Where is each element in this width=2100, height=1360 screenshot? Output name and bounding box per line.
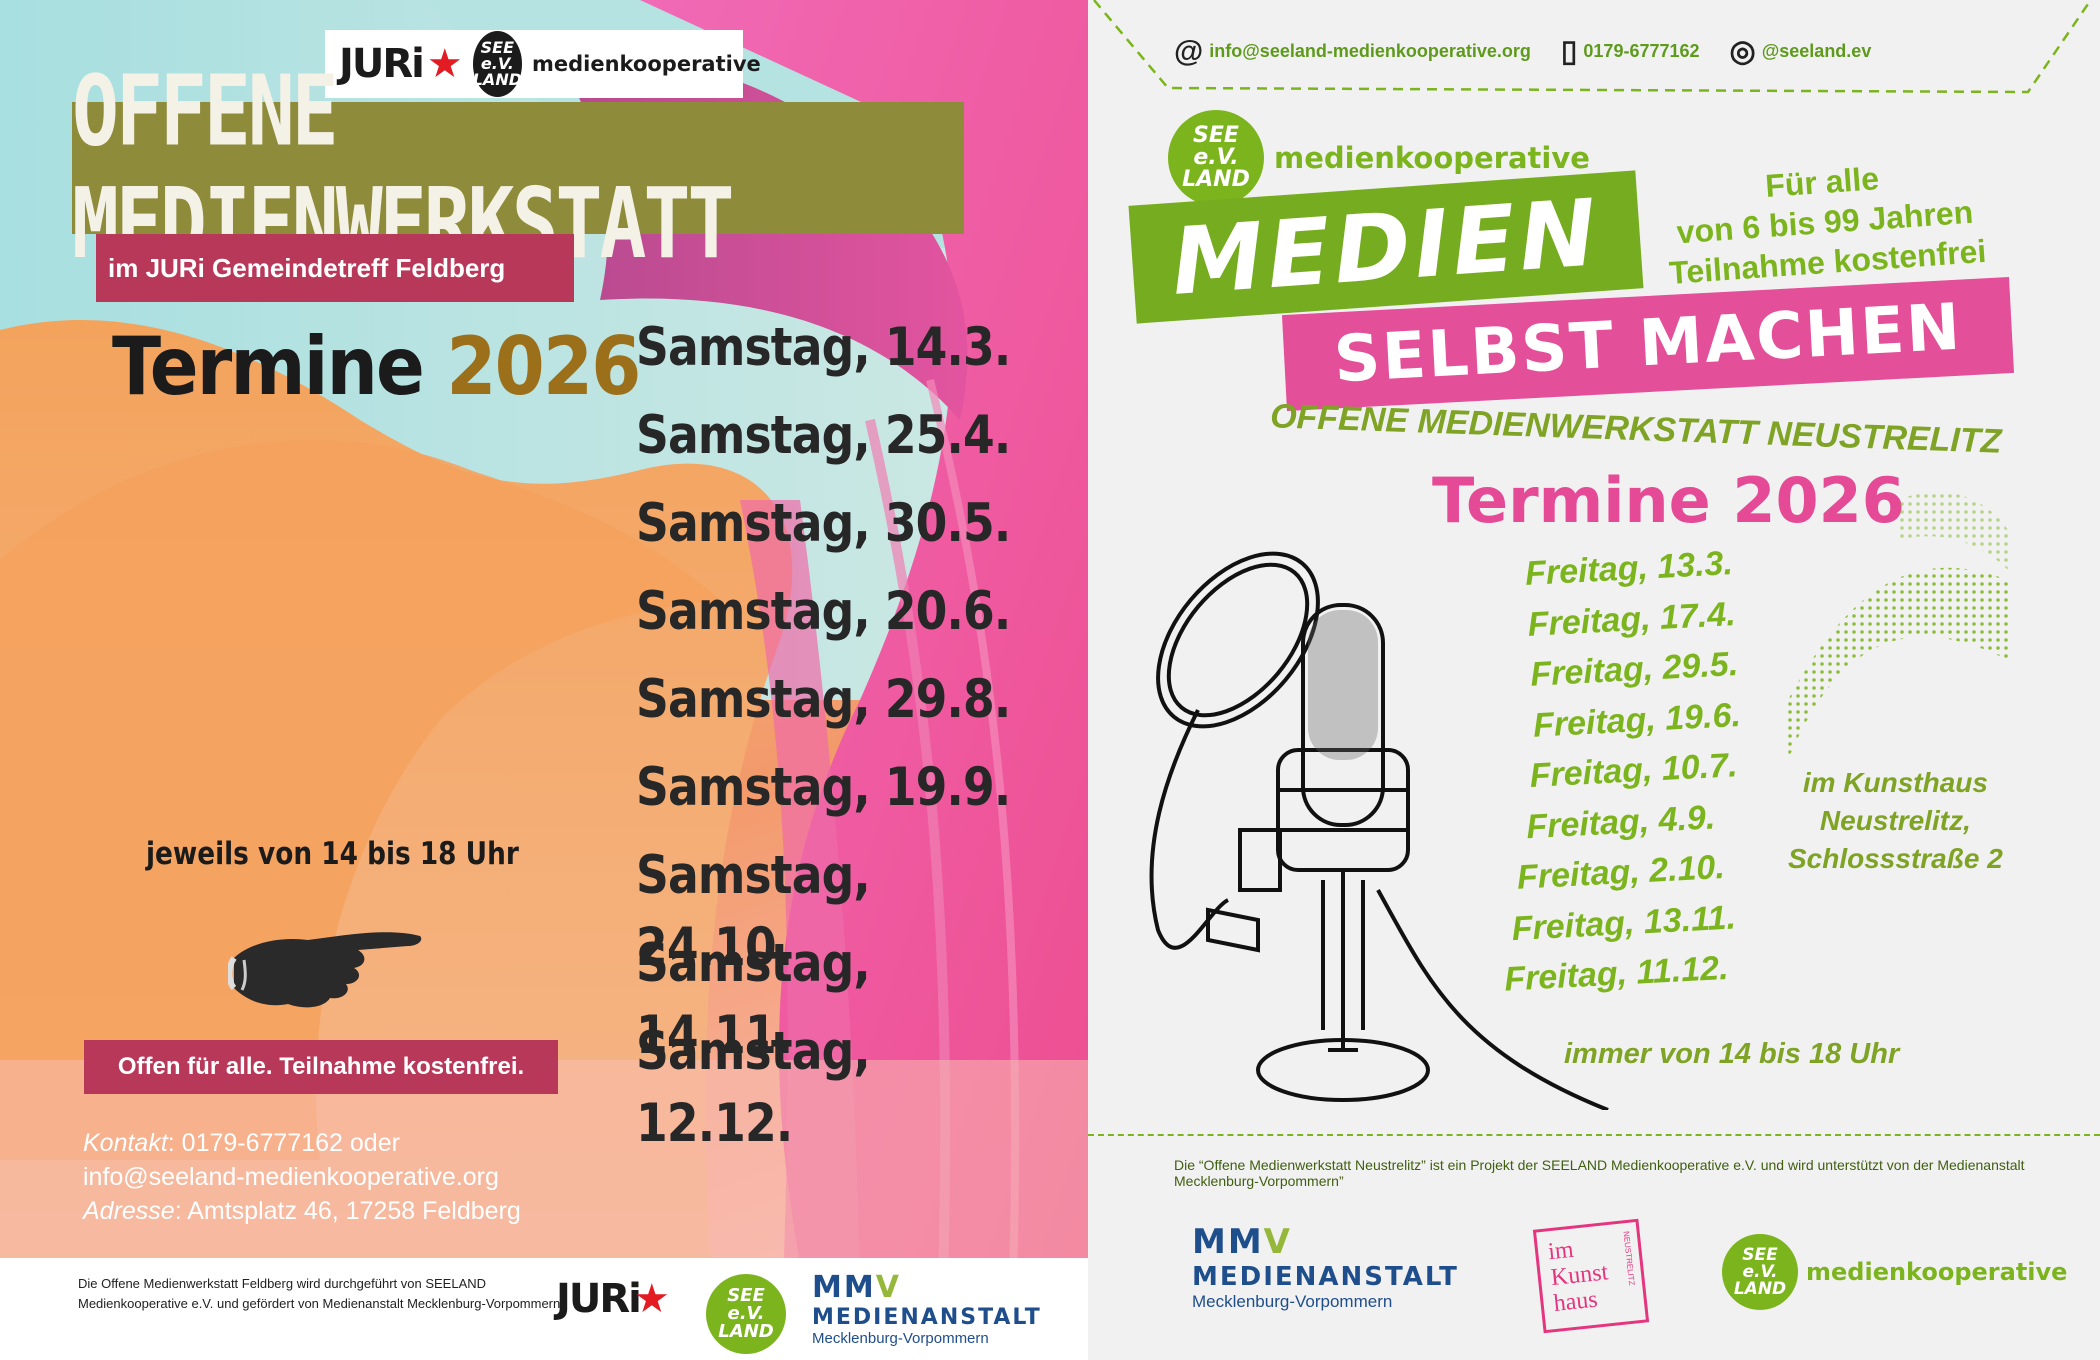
divider [1088,1134,2100,1136]
termine-year: 2026 [446,320,641,413]
juri-logo: JURi [339,41,425,87]
date-item: Samstag, 14.11. [636,933,871,1066]
at-icon: @ [1174,34,1204,68]
star-icon: ★ [633,1277,670,1321]
kunsthaus-side-label: NEUSTRELITZ [1621,1230,1637,1286]
mmv-v: V [875,1270,901,1305]
instagram-item: ◎ @seeland.ev [1730,34,1872,69]
audience-note: Für alle von 6 bis 99 Jahren Teilnahme k… [1662,151,1987,293]
footer-credit: Die Offene Medienwerkstatt Feldberg wird… [78,1276,561,1311]
mmv-logo: MMV MEDIENANSTALT Mecklenburg-Vorpommern [1192,1222,1459,1312]
medien-heading: MEDIEN [1168,178,1604,316]
date-list: Freitag, 13.3. Freitag, 17.4. Freitag, 2… [1428,538,1755,1008]
kunsthaus-logo: im Kunst haus NEUSTRELITZ [1532,1218,1650,1334]
address-value: : Amtsplatz 46, 17258 Feldberg [174,1197,521,1225]
date-item: Samstag, 19.9. [636,757,1011,818]
contact-label: Kontakt [83,1129,168,1157]
location-note: im Kunsthaus Neustrelitz, Schlossstraße … [1788,764,2003,878]
neustrelitz-poster: @ info@seeland-medienkooperative.org ▯ 0… [1088,0,2100,1360]
address-label: Adresse [83,1197,175,1225]
seeland-logo: SEE e.V. LAND [1168,110,1264,206]
mmv-region: Mecklenburg-Vorpommern [1192,1292,1393,1311]
seeland-logo: SEE e.V. LAND [706,1274,786,1354]
star-icon: ★ [426,42,463,86]
phone-icon: ▯ [1560,35,1578,68]
microphone-icon [1149,551,1609,1110]
medienkooperative-wordmark: medienkooperative [1806,1258,2068,1286]
seeland-footer-logo: SEE e.V. LAND [706,1274,786,1354]
poster-subtitle: im JURi Gemeindetreff Feldberg [108,252,506,283]
poster-subtitle: OFFENE MEDIENWERKSTATT NEUSTRELITZ [1269,397,2003,461]
mmv-logo: MMV MEDIENANSTALT Mecklenburg-Vorpommern [812,1270,1042,1347]
selbst-machen-heading: SELBST MACHEN [1332,290,1964,398]
date-item: Samstag, 12.12. [636,1021,871,1154]
open-note: Offen für alle. Teilnahme kostenfrei. [117,1053,525,1080]
subtitle-banner: im JURi Gemeindetreff Feldberg [96,234,574,302]
seeland-footer-logo: SEE e.V. LAND medienkooperative [1722,1234,2067,1310]
feldberg-poster: JURi ★ SEE e.V. LAND medienkooperative O… [0,0,1088,1360]
date-list: Samstag, 14.3. Samstag, 25.4. Samstag, 3… [636,312,1088,1154]
date-item: Samstag, 14.3. [636,317,1011,378]
location-line: Neustrelitz, [1819,805,1971,836]
termine-heading: Termine 2026 [112,320,641,413]
phone-text: 0179-6777162 [1583,41,1700,61]
instagram-text: @seeland.ev [1761,41,1872,61]
instagram-icon: ◎ [1729,35,1756,68]
date-item: Samstag, 29.8. [636,669,1011,730]
phone-item: ▯ 0179-6777162 [1561,34,1700,69]
seeland-logo: SEE e.V. LAND [472,31,522,97]
juri-footer-logo: JURi ★ [556,1276,670,1322]
date-item: Samstag, 20.6. [636,581,1011,642]
title-banner: OFFENE MEDIENWERKSTATT [72,56,964,281]
date-item: Samstag, 24.10. [636,845,871,978]
top-dashed-frame [1093,0,2090,94]
mmv-name: MEDIENANSTALT [812,1305,1042,1330]
date-item: Samstag, 30.5. [636,493,1011,554]
mmv-name: MEDIENANSTALT [1192,1262,1459,1292]
contact-phone: : 0179-6777162 oder [167,1129,400,1157]
seeland-logo: SEE e.V. LAND [1722,1234,1798,1310]
mmv-mm: MM [812,1270,876,1305]
email-text: info@seeland-medienkooperative.org [1209,41,1531,61]
pointing-hand-icon [228,932,422,1008]
contact-block: Kontakt: 0179-6777162 oder info@seeland-… [83,1126,521,1228]
dotted-wave-decoration [1788,491,2008,760]
date-item: Samstag, 25.4. [636,405,1011,466]
medienkooperative-wordmark: medienkooperative [531,52,761,76]
seeland-header-logo: SEE e.V. LAND medienkooperative [1168,110,1590,206]
mmv-mm: MM [1192,1222,1264,1262]
open-note-banner: Offen für alle. Teilnahme kostenfrei. [84,1040,558,1094]
medienkooperative-wordmark: medienkooperative [1274,141,1590,175]
termine-word: Termine [112,320,425,413]
contact-email: info@seeland-medienkooperative.org [83,1163,499,1191]
email-item: @ info@seeland-medienkooperative.org [1174,35,1531,69]
footer-credit: Die “Offene Medienwerkstatt Neustrelitz”… [1174,1157,2025,1189]
location-line: Schlossstraße 2 [1788,843,2003,874]
header-logo-box: JURi ★ SEE e.V. LAND medienkooperative [325,30,761,98]
termine-heading: Termine 2026 [1432,464,1905,537]
opening-hours: jeweils von 14 bis 18 Uhr [146,836,519,872]
contact-row: @ info@seeland-medienkooperative.org ▯ 0… [1174,34,1871,69]
mmv-region: Mecklenburg-Vorpommern [812,1330,989,1347]
location-line: im Kunsthaus [1802,767,1988,798]
opening-hours: immer von 14 bis 18 Uhr [1564,1038,1900,1070]
mmv-v: V [1263,1222,1292,1262]
juri-logo: JURi [556,1276,642,1322]
left-footer: Die Offene Medienwerkstatt Feldberg wird… [0,1258,1088,1360]
